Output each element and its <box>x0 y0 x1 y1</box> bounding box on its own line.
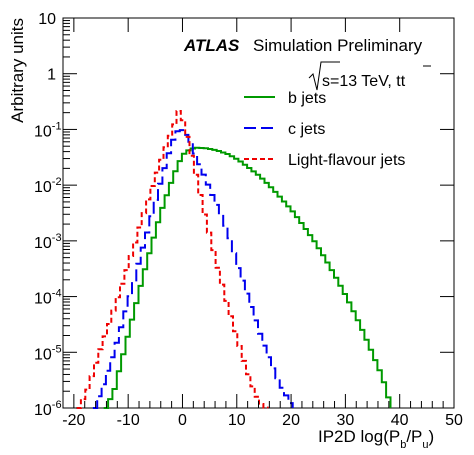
y-tick-label-3: 10-3 <box>34 232 62 252</box>
x-axis-ticks: -20 -10 0 10 20 30 40 50 <box>62 18 463 429</box>
y-tick-label-2: 10-4 <box>34 288 62 308</box>
y-tick-label-exponent: -1 <box>52 120 62 132</box>
c-jets-curve <box>92 129 294 409</box>
b-jets-curve <box>103 146 392 409</box>
x-axis-title-sub-u: u <box>422 439 428 451</box>
y-axis-title: Arbitrary units <box>8 18 27 123</box>
y-tick-label-exponent: -4 <box>52 288 62 300</box>
y-tick-label-exponent: -5 <box>52 343 62 355</box>
y-tick-label-base: 10 <box>34 291 52 308</box>
sqrt-symbol <box>308 61 340 91</box>
y-tick-label-0: 10-6 <box>34 399 62 419</box>
x-tick-label-3: 10 <box>228 412 246 429</box>
light-flavour-jets-curve <box>76 110 269 409</box>
y-tick-label-7: 10 <box>38 11 56 28</box>
energy-text: s=13 TeV, tt <box>322 73 406 90</box>
x-tick-label-0: -20 <box>62 412 85 429</box>
y-tick-label-base: 10 <box>34 123 52 140</box>
x-axis-title-main: IP2D log(P <box>318 427 400 446</box>
y-tick-label-base: 10 <box>34 179 52 196</box>
y-tick-label-4: 10-2 <box>34 176 62 196</box>
y-tick-label-exponent: -2 <box>52 176 62 188</box>
y-tick-label-5: 10-1 <box>34 120 62 140</box>
y-tick-label-base: 10 <box>34 346 52 363</box>
x-axis-title: IP2D log(Pb/Pu) <box>318 427 434 451</box>
chart-subtitle: Simulation Preliminary <box>253 36 423 55</box>
experiment-label: ATLAS <box>183 36 240 55</box>
legend-label-b-jets: b jets <box>288 90 326 107</box>
legend-label-light-flavour-jets: Light-flavour jets <box>288 152 405 169</box>
y-tick-label-exponent: -6 <box>52 399 62 411</box>
y-tick-label-6: 1 <box>47 67 56 84</box>
y-tick-label-base: 10 <box>34 402 52 419</box>
energy-label: s=13 TeV, tt <box>308 61 431 91</box>
x-axis-title-close: ) <box>429 427 435 446</box>
x-tick-label-1: -10 <box>117 412 140 429</box>
x-tick-label-7: 50 <box>445 412 463 429</box>
series-curves <box>76 110 392 409</box>
x-tick-label-4: 20 <box>282 412 300 429</box>
x-tick-label-6: 40 <box>391 412 409 429</box>
legend: b jets c jets Light-flavour jets <box>244 90 405 169</box>
y-tick-label-base: 10 <box>34 235 52 252</box>
x-tick-label-5: 30 <box>336 412 354 429</box>
x-axis-title-sub-b: b <box>400 439 406 451</box>
x-tick-label-2: 0 <box>178 412 187 429</box>
y-tick-label-exponent: -3 <box>52 232 62 244</box>
y-tick-label-1: 10-5 <box>34 343 62 363</box>
legend-label-c-jets: c jets <box>288 121 325 138</box>
x-axis-title-mid: /P <box>406 427 422 446</box>
